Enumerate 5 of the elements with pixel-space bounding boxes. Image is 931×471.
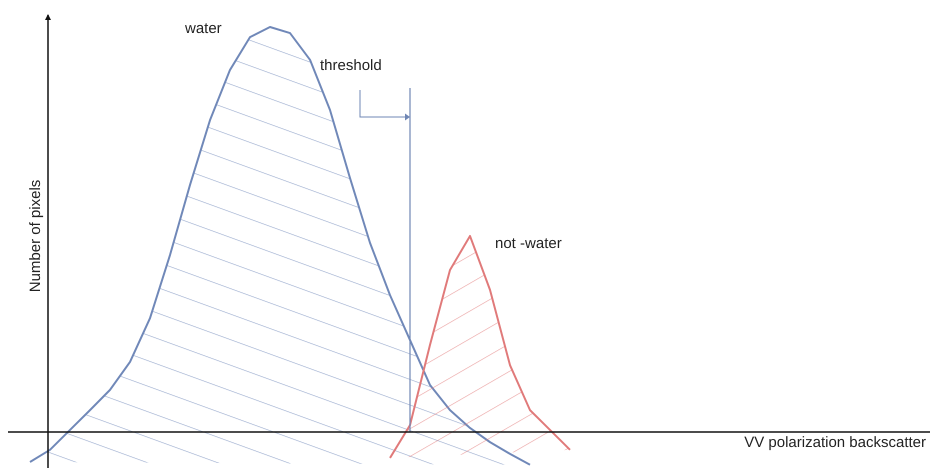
y-axis-title: Number of pixels — [27, 180, 44, 292]
annotation: threshold — [320, 57, 382, 74]
text: VV polarization backscatter — [744, 434, 926, 451]
series-label: not -water — [495, 234, 562, 252]
series-label: water — [184, 20, 222, 37]
